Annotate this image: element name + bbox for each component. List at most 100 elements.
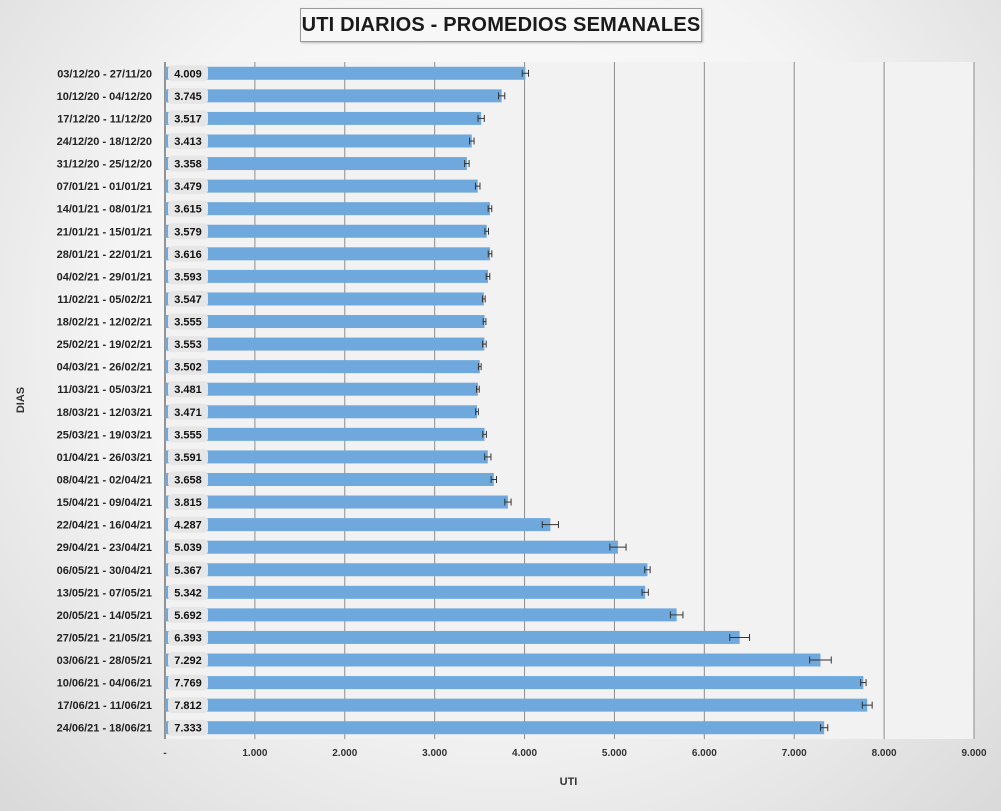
data-label-box [168, 629, 208, 646]
bar [165, 405, 478, 419]
x-tick-label: 7.000 [782, 748, 807, 759]
data-label: 7.769 [174, 678, 202, 690]
data-label-box [168, 178, 208, 195]
bar [165, 630, 740, 644]
bar [165, 450, 488, 464]
category-label: 01/04/21 - 26/03/21 [57, 452, 152, 464]
data-label-box [168, 539, 208, 556]
x-tick-label: 4.000 [512, 748, 537, 759]
y-axis-title: DIAS [15, 387, 27, 413]
category-label: 18/02/21 - 12/02/21 [57, 317, 152, 329]
category-label: 11/03/21 - 05/03/21 [57, 384, 152, 396]
x-axis-title: UTI [560, 776, 578, 788]
data-label-box [168, 403, 208, 420]
x-tick-label: - [163, 748, 166, 759]
data-label: 6.393 [174, 632, 202, 644]
data-label: 4.287 [174, 520, 202, 532]
bar [165, 540, 618, 554]
data-label: 3.555 [174, 429, 202, 441]
category-label: 24/12/20 - 18/12/20 [57, 136, 152, 148]
bar [165, 292, 484, 306]
data-label: 5.342 [174, 587, 202, 599]
data-label-box [168, 200, 208, 217]
bar [165, 360, 480, 374]
bar [165, 89, 502, 103]
data-label: 3.658 [174, 474, 202, 486]
x-tick-label: 5.000 [602, 748, 627, 759]
category-label: 17/06/21 - 11/06/21 [57, 700, 152, 712]
data-label-box [168, 652, 208, 669]
category-label: 27/05/21 - 21/05/21 [57, 632, 152, 644]
x-tick-label: 6.000 [692, 748, 717, 759]
data-label: 3.479 [174, 181, 202, 193]
data-label-box [168, 65, 208, 82]
data-label: 5.692 [174, 610, 202, 622]
data-label-box [168, 494, 208, 511]
category-label: 10/06/21 - 04/06/21 [57, 678, 152, 690]
bar [165, 518, 551, 532]
category-label: 03/12/20 - 27/11/20 [57, 68, 152, 80]
category-label: 17/12/20 - 11/12/20 [57, 113, 152, 125]
x-tick-label: 9.000 [961, 748, 986, 759]
category-label: 25/02/21 - 19/02/21 [57, 339, 152, 351]
category-label: 10/12/20 - 04/12/20 [57, 91, 152, 103]
data-label: 3.555 [174, 317, 202, 329]
data-label-box [168, 223, 208, 240]
bar [165, 698, 868, 712]
data-label-box [168, 606, 208, 623]
data-label-box [168, 426, 208, 443]
bar [165, 337, 485, 351]
data-label: 3.413 [174, 136, 202, 148]
data-label-box [168, 358, 208, 375]
bar [165, 247, 491, 261]
bar [165, 315, 485, 329]
category-label: 21/01/21 - 15/01/21 [57, 226, 152, 238]
data-label: 3.481 [174, 384, 202, 396]
data-label-box [168, 561, 208, 578]
data-label: 3.579 [174, 226, 202, 238]
bar [165, 157, 467, 171]
data-label: 3.593 [174, 271, 202, 283]
category-label: 20/05/21 - 14/05/21 [57, 610, 152, 622]
category-label: 25/03/21 - 19/03/21 [57, 429, 152, 441]
category-label: 04/03/21 - 26/02/21 [57, 362, 152, 374]
data-label-box [168, 290, 208, 307]
data-label-box [168, 155, 208, 172]
x-tick-label: 3.000 [422, 748, 447, 759]
x-tick-label: 1.000 [242, 748, 267, 759]
category-label: 07/01/21 - 01/01/21 [57, 181, 152, 193]
data-label-box [168, 448, 208, 465]
data-label: 7.333 [174, 723, 202, 735]
category-label: 03/06/21 - 28/05/21 [57, 655, 152, 667]
category-label: 15/04/21 - 09/04/21 [57, 497, 152, 509]
bar [165, 269, 488, 283]
bar [165, 179, 478, 193]
bar [165, 427, 485, 441]
bar [165, 608, 677, 622]
data-label: 3.815 [174, 497, 202, 509]
category-label: 22/04/21 - 16/04/21 [57, 520, 152, 532]
category-label: 08/04/21 - 02/04/21 [57, 474, 152, 486]
data-label: 7.292 [174, 655, 202, 667]
bar [165, 382, 478, 396]
data-label-box [168, 584, 208, 601]
data-label: 3.615 [174, 204, 202, 216]
bar [165, 495, 508, 509]
data-label-box [168, 336, 208, 353]
bar [165, 472, 494, 486]
data-label: 3.591 [174, 452, 202, 464]
bar [165, 563, 648, 577]
data-label: 3.547 [174, 294, 202, 306]
bar [165, 66, 526, 80]
data-label-box [168, 719, 208, 736]
data-label-box [168, 697, 208, 714]
plot-area [165, 62, 974, 739]
data-label-box [168, 516, 208, 533]
data-label-box [168, 313, 208, 330]
category-label: 28/01/21 - 22/01/21 [57, 249, 152, 261]
x-tick-label: 8.000 [872, 748, 897, 759]
data-label: 3.745 [174, 91, 202, 103]
data-label: 3.517 [174, 113, 202, 125]
chart-title: UTI DIARIOS - PROMEDIOS SEMANALES [300, 8, 702, 42]
